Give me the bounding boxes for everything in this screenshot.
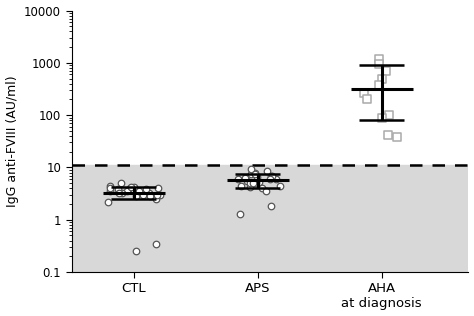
Point [263, 169, 271, 174]
Point [237, 211, 244, 216]
Point [156, 192, 164, 197]
Point [246, 181, 253, 186]
Point [266, 177, 273, 182]
Point [268, 173, 276, 178]
Point [393, 135, 401, 140]
Point [246, 166, 254, 171]
Point [272, 177, 280, 182]
Point [263, 189, 270, 194]
Point [115, 191, 123, 196]
Point [127, 184, 135, 189]
Point [383, 69, 390, 74]
Point [384, 132, 392, 137]
Point [385, 112, 392, 118]
Point [152, 197, 160, 202]
Point [130, 189, 137, 194]
Y-axis label: IgG anti-FVIII (AU/ml): IgG anti-FVIII (AU/ml) [6, 76, 18, 207]
Point [258, 186, 265, 191]
Point [132, 249, 140, 254]
Point [118, 191, 126, 196]
Bar [72, 165, 468, 272]
Point [375, 62, 383, 67]
Point [267, 173, 275, 178]
Point [132, 194, 139, 199]
Point [104, 199, 111, 204]
Point [361, 90, 368, 95]
Point [106, 186, 114, 191]
Point [247, 172, 255, 177]
Point [252, 172, 259, 177]
Point [155, 186, 162, 191]
Point [153, 192, 161, 197]
Point [253, 175, 261, 180]
Point [130, 185, 137, 190]
Point [251, 170, 259, 175]
Point [237, 183, 245, 188]
Point [234, 177, 241, 182]
Point [117, 181, 125, 186]
Point [379, 115, 386, 120]
Point [379, 76, 386, 81]
Point [276, 183, 283, 188]
Point [106, 183, 114, 188]
Point [253, 181, 260, 186]
Point [242, 176, 249, 181]
Point [375, 82, 383, 87]
Point [114, 187, 122, 192]
Point [123, 189, 131, 194]
Point [145, 191, 153, 196]
Point [246, 185, 254, 190]
Point [139, 192, 147, 197]
Point [249, 181, 256, 186]
Point [146, 194, 154, 199]
Point [107, 189, 114, 194]
Point [142, 187, 149, 192]
Point [364, 97, 371, 102]
Point [255, 180, 263, 185]
Point [267, 204, 274, 209]
Point [152, 241, 160, 246]
Point [375, 56, 383, 61]
Point [252, 179, 260, 184]
Point [127, 186, 134, 191]
Point [135, 189, 143, 194]
Point [244, 179, 251, 184]
